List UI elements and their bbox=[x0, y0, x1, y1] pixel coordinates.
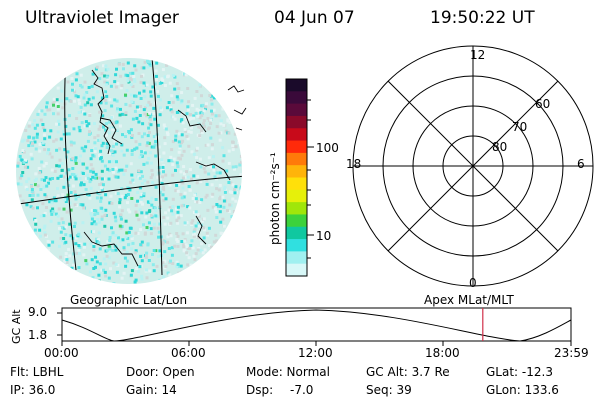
uv-image-disc bbox=[16, 58, 247, 284]
info-mode: Mode: Normal bbox=[246, 365, 330, 379]
info-glon: GLon: 133.6 bbox=[486, 383, 559, 397]
info-gc-alt: GC Alt: 3.7 Re bbox=[366, 365, 450, 379]
polar-label-12: 12 bbox=[470, 48, 486, 62]
coastline-outer bbox=[227, 85, 247, 131]
coastline bbox=[91, 69, 111, 155]
info-seq: Seq: 39 bbox=[366, 383, 412, 397]
timeline-ytick-9: 9.0 bbox=[28, 305, 48, 319]
coastline bbox=[195, 215, 207, 245]
instrument-title: Ultraviolet Imager bbox=[25, 8, 179, 28]
colorbar-unit-label: photon cm⁻²s⁻¹ bbox=[268, 152, 282, 245]
timeline-left-title: Geographic Lat/Lon bbox=[70, 293, 188, 307]
info-ip: IP: 36.0 bbox=[10, 383, 56, 397]
coastline bbox=[83, 231, 139, 267]
coastline bbox=[195, 161, 231, 181]
polar-label-18: 18 bbox=[346, 157, 362, 171]
timeline-right-title: Apex MLat/MLT bbox=[424, 293, 514, 307]
polar-grid bbox=[352, 45, 594, 287]
colorbar-tick-10: 10 bbox=[316, 229, 332, 243]
altitude-curve bbox=[61, 309, 572, 342]
info-glat: GLat: -12.3 bbox=[486, 365, 553, 379]
timeline-xtick-2359: 23:59 bbox=[554, 346, 589, 360]
info-gain: Gain: 14 bbox=[126, 383, 177, 397]
timeline-xtick-1200: 12:00 bbox=[298, 346, 333, 360]
timeline-xtick-0600: 06:00 bbox=[171, 346, 206, 360]
polar-label-0: 0 bbox=[469, 276, 477, 290]
meridian-line-left bbox=[64, 58, 77, 271]
polar-lat-60: 60 bbox=[535, 97, 551, 111]
coastline bbox=[99, 117, 123, 145]
info-dsp-value: -7.0 bbox=[290, 383, 314, 397]
meridian-line-right bbox=[151, 58, 163, 276]
polar-lat-80: 80 bbox=[492, 140, 508, 154]
timeline-xtick-0000: 00:00 bbox=[44, 346, 79, 360]
timeline-ytick-1-8: 1.8 bbox=[28, 328, 48, 342]
polar-label-6: 6 bbox=[577, 157, 585, 171]
uv-speckle bbox=[16, 59, 242, 284]
colorbar bbox=[285, 78, 314, 277]
timeline-axis-label: GC Alt bbox=[10, 309, 23, 344]
timeline-plot bbox=[57, 307, 572, 346]
coastline bbox=[177, 109, 207, 133]
date-label: 04 Jun 07 bbox=[274, 8, 355, 28]
time-label: 19:50:22 UT bbox=[430, 8, 535, 28]
polar-lat-70: 70 bbox=[512, 120, 528, 134]
timeline-xtick-1800: 18:00 bbox=[425, 346, 460, 360]
info-door: Door: Open bbox=[126, 365, 195, 379]
info-dsp-label: Dsp: bbox=[246, 383, 274, 397]
parallel-line bbox=[16, 175, 242, 206]
info-filter: Flt: LBHL bbox=[10, 365, 64, 379]
colorbar-tick-100: 100 bbox=[316, 141, 339, 155]
